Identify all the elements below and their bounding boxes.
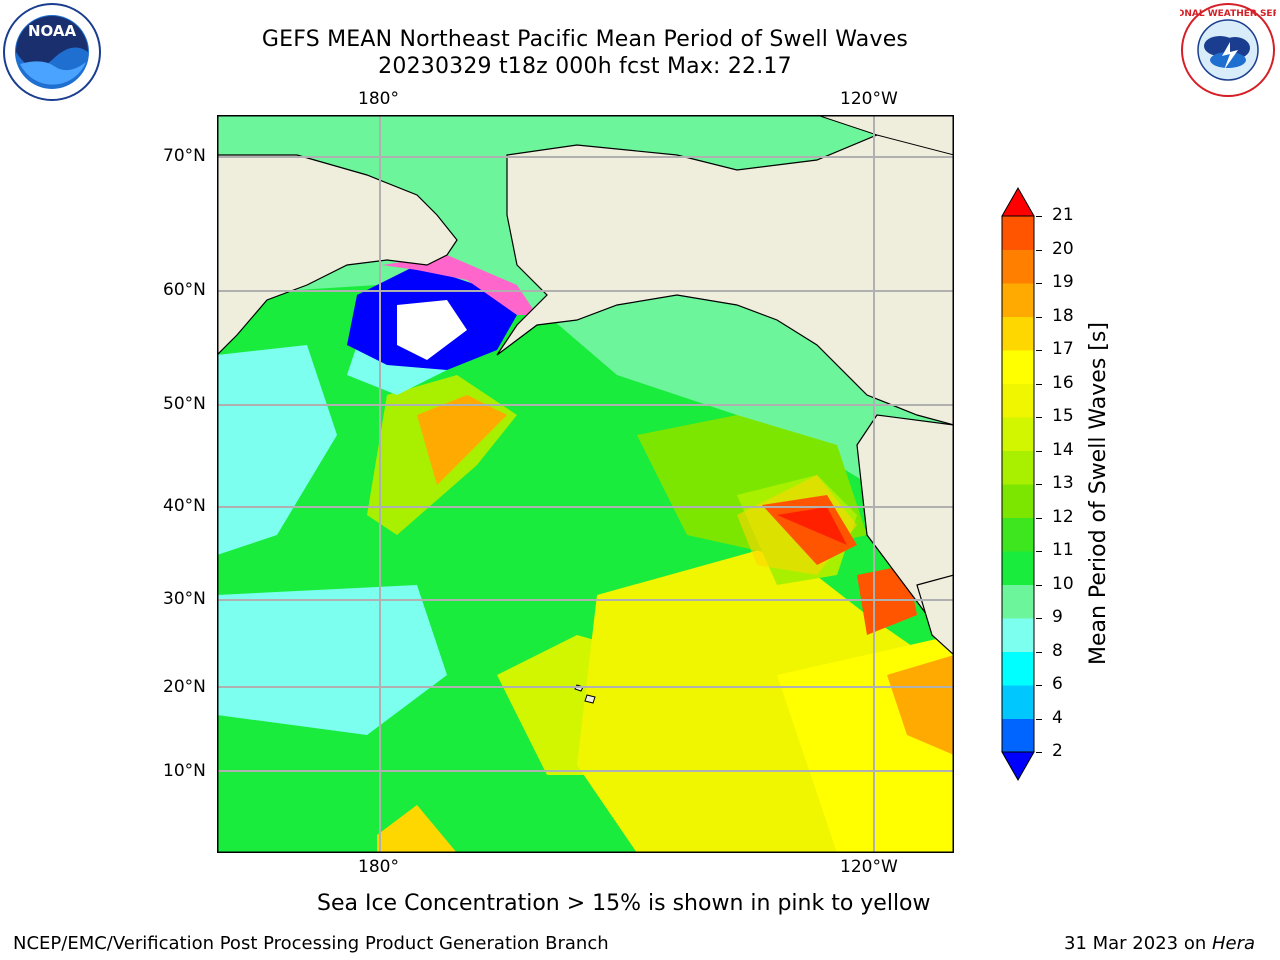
sea-ice-footnote: Sea Ice Concentration > 15% is shown in …: [317, 891, 931, 916]
credit-right: 31 Mar 2023 on Hera: [1064, 933, 1255, 954]
colorbar-segment: [1002, 249, 1034, 284]
lat-label-30n: 30°N: [163, 589, 206, 609]
colorbar-tick-mark: [1036, 718, 1042, 720]
noaa-logo-text: NOAA: [28, 22, 77, 40]
colorbar: [1000, 186, 1036, 782]
chart-title-line2: 20230329 t18z 000h fcst Max: 22.17: [378, 54, 792, 79]
colorbar-tick-mark: [1036, 484, 1042, 485]
chart-title-line1: GEFS MEAN Northeast Pacific Mean Period …: [261, 27, 909, 52]
nws-ring-text: NATIONAL WEATHER SERVICE: [1180, 9, 1276, 19]
colorbar-segment: [1002, 718, 1034, 753]
colorbar-tick-label: 19: [1052, 272, 1074, 292]
colorbar-tick-label: 15: [1052, 406, 1074, 426]
colorbar-segment: [1002, 350, 1034, 384]
colorbar-tick-mark: [1036, 316, 1042, 318]
colorbar-segment: [1002, 484, 1034, 518]
lat-label-10n: 10°N: [163, 761, 206, 781]
colorbar-tick-mark: [1036, 517, 1042, 519]
colorbar-segment: [1002, 283, 1034, 317]
colorbar-ticks: 21 20 19 18 17 16 15 14 13 12 11 10 9 8 6 4 2: [1036, 0, 1100, 960]
colorbar-segment: [1002, 517, 1034, 552]
swell-region-9: [217, 345, 337, 555]
noaa-logo: NOAA: [2, 2, 102, 102]
colorbar-segment: [1002, 685, 1034, 719]
sea-ice-pink: [382, 255, 537, 315]
colorbar-tick-label: 21: [1052, 205, 1074, 225]
colorbar-segment: [1002, 584, 1034, 619]
colorbar-extend-max: [1001, 186, 1035, 217]
colorbar-tick-label: 6: [1052, 674, 1063, 694]
colorbar-tick-label: 17: [1052, 339, 1074, 359]
lat-label-50n: 50°N: [163, 394, 206, 414]
colorbar-tick-label: 13: [1052, 473, 1074, 493]
lat-label-60n: 60°N: [163, 280, 206, 300]
swell-region-9b: [217, 585, 447, 735]
gridlines: [217, 115, 954, 853]
colorbar-tick-label: 4: [1052, 707, 1063, 728]
credit-left: NCEP/EMC/Verification Post Processing Pr…: [13, 933, 609, 954]
credit-date: 31 Mar 2023 on: [1064, 933, 1207, 954]
colorbar-tick-label: 18: [1052, 305, 1074, 326]
map-svg: [216, 114, 955, 853]
nws-logo: NATIONAL WEATHER SERVICE: [1153, 2, 1280, 98]
lat-label-70n: 70°N: [163, 146, 206, 166]
land-hawaii-2: [584, 694, 596, 704]
colorbar-label: Mean Period of Swell Waves [s]: [1086, 322, 1111, 665]
lon-label-bottom-120w: 120°W: [840, 857, 898, 877]
colorbar-tick-label: 8: [1052, 640, 1063, 661]
colorbar-tick-mark: [1036, 350, 1042, 351]
colorbar-tick-mark: [1036, 752, 1042, 753]
lon-label-top-120w: 120°W: [840, 89, 898, 109]
colorbar-tick-label: 2: [1052, 741, 1063, 761]
colorbar-segment: [1002, 651, 1034, 686]
colorbar-tick-mark: [1036, 283, 1042, 284]
swell-region-20: [777, 507, 847, 545]
colorbar-frame: [1001, 215, 1035, 753]
colorbar-tick-label: 20: [1052, 238, 1074, 259]
colorbar-tick-label: 16: [1052, 372, 1074, 393]
lat-label-20n: 20°N: [163, 677, 206, 697]
land-alaska-canada: [496, 124, 955, 426]
colorbar-tick-label: 11: [1052, 540, 1074, 560]
colorbar-segment: [1002, 316, 1034, 351]
colorbar-tick-label: 10: [1052, 573, 1074, 594]
colorbar-tick-mark: [1036, 618, 1042, 619]
colorbar-segment: [1002, 417, 1034, 451]
colorbar-tick-mark: [1036, 685, 1042, 686]
swell-region-16: [377, 805, 457, 853]
colorbar-tick-mark: [1036, 216, 1042, 217]
swell-region-19: [762, 495, 857, 565]
credit-machine: Hera: [1212, 933, 1256, 954]
land-siberia: [216, 154, 458, 357]
colorbar-svg: [1001, 186, 1035, 782]
sea-ice-white: [397, 300, 467, 360]
colorbar-tick-label: 12: [1052, 506, 1074, 527]
colorbar-segment: [1002, 450, 1034, 485]
colorbar-tick-label: 9: [1052, 607, 1063, 627]
colorbar-tick-mark: [1036, 450, 1042, 452]
colorbar-tick-mark: [1036, 417, 1042, 418]
lon-label-bottom-180: 180°: [358, 857, 399, 877]
map-panel: [216, 114, 955, 853]
colorbar-tick-mark: [1036, 249, 1042, 251]
colorbar-segment: [1002, 216, 1034, 250]
swell-band-17: [417, 395, 507, 485]
colorbar-tick-mark: [1036, 651, 1042, 653]
map-border: [217, 115, 954, 853]
colorbar-tick-mark: [1036, 551, 1042, 552]
colorbar-segment: [1002, 618, 1034, 652]
lon-label-top-180: 180°: [358, 89, 399, 109]
colorbar-tick-mark: [1036, 584, 1042, 586]
colorbar-tick-mark: [1036, 383, 1042, 385]
swell-region-17: [887, 655, 954, 755]
lat-label-40n: 40°N: [163, 496, 206, 516]
colorbar-tick-label: 14: [1052, 439, 1074, 460]
colorbar-extend-min: [1001, 751, 1035, 782]
colorbar-segment: [1002, 551, 1034, 585]
colorbar-segment: [1002, 383, 1034, 418]
